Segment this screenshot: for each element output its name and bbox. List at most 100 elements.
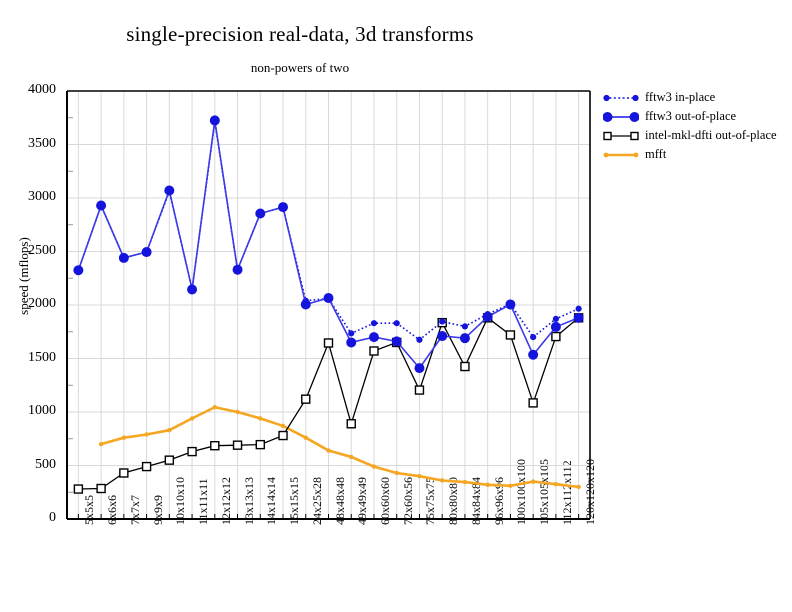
legend-item-fftw3-out-of-place[interactable]: fftw3 out-of-place (603, 107, 777, 126)
legend-label-intel-mkl-dfti: intel-mkl-dfti out-of-place (645, 128, 777, 142)
data-point (460, 361, 470, 372)
legend-item-fftw3-in-place[interactable]: fftw3 in-place (603, 88, 777, 107)
data-point (459, 333, 470, 344)
data-point (573, 312, 584, 323)
y-tick-label: 1000 (28, 403, 56, 418)
data-point (530, 479, 536, 484)
data-point (551, 331, 561, 342)
data-point (528, 398, 538, 408)
data-point (349, 454, 354, 460)
legend-item-intel-mkl-dfti-out-of-place[interactable]: intel-mkl-dfti out-of-place (603, 126, 777, 145)
data-point (346, 419, 356, 429)
data-point (235, 409, 240, 415)
chart-subtitle: non-powers of two (250, 60, 350, 75)
y-tick-label: 2000 (28, 296, 56, 311)
data-point (528, 349, 539, 360)
data-point (485, 482, 490, 487)
legend-label-fftw3-in-place: fftw3 in-place (645, 90, 716, 104)
data-point (505, 299, 516, 310)
data-point (96, 200, 107, 211)
data-point (439, 478, 445, 483)
legend-label-mfft: mfft (645, 147, 667, 161)
data-point (323, 338, 334, 348)
y-tick-label: 1500 (28, 349, 56, 365)
data-point (414, 385, 425, 395)
data-point (437, 331, 448, 342)
data-point (461, 323, 469, 330)
data-point (164, 185, 175, 196)
data-point (576, 484, 581, 490)
data-point (391, 336, 402, 347)
data-point (326, 448, 331, 453)
data-point (368, 332, 379, 343)
data-point (212, 404, 218, 410)
data-point (187, 284, 198, 295)
data-point (187, 446, 197, 457)
data-point (118, 252, 129, 263)
data-point (462, 479, 468, 485)
data-point (164, 455, 175, 465)
y-tick-label: 0 (49, 510, 56, 525)
data-point (232, 440, 243, 450)
data-point (550, 321, 561, 332)
data-point (96, 483, 106, 494)
legend-item-mfft[interactable]: mfft (603, 145, 777, 164)
data-point (255, 439, 265, 450)
data-point (255, 208, 266, 219)
data-point (482, 311, 493, 322)
data-point (301, 394, 311, 404)
y-tick-label: 500 (35, 456, 56, 472)
data-point (144, 432, 149, 437)
data-point (553, 482, 559, 487)
data-point (73, 484, 84, 494)
data-point (505, 330, 516, 340)
data-point (346, 337, 357, 348)
y-tick-label: 4000 (28, 82, 56, 97)
legend-key-fftw3-out-of-place (603, 108, 639, 126)
data-point (530, 334, 537, 341)
chart-title: single-precision real-data, 3d transform… (126, 22, 474, 46)
legend-label-fftw3-out-of-place: fftw3 out-of-place (645, 109, 737, 123)
data-point (141, 247, 152, 258)
data-point (370, 320, 378, 327)
data-point (278, 430, 288, 441)
data-point (98, 441, 104, 447)
data-point (508, 483, 513, 489)
data-point (348, 330, 355, 337)
data-point (167, 427, 172, 433)
data-point (141, 461, 152, 472)
data-point (121, 435, 127, 440)
data-point (369, 346, 379, 356)
data-point (394, 470, 399, 476)
data-point (189, 416, 195, 421)
series-line-mfft (100, 405, 579, 489)
legend-key-mfft (603, 146, 639, 164)
data-point (417, 474, 422, 479)
data-point (371, 464, 377, 469)
legend-key-intel-mkl-dfti (603, 127, 639, 145)
chart-legend: fftw3 in-place fftw3 out-of-place intel-… (603, 88, 777, 164)
data-point (439, 318, 446, 325)
data-point (414, 363, 425, 374)
data-point (119, 468, 129, 478)
data-point (575, 305, 582, 312)
y-tick-label: 3500 (28, 135, 56, 151)
data-point (278, 202, 289, 213)
data-point (416, 336, 423, 343)
data-point (73, 265, 84, 276)
data-point (300, 299, 311, 310)
data-point (393, 320, 400, 327)
data-point (280, 423, 286, 429)
data-point (552, 315, 559, 323)
data-point (323, 293, 334, 304)
data-point (232, 264, 243, 275)
legend-key-fftw3-in-place (603, 89, 639, 107)
data-point (258, 416, 263, 421)
data-point (303, 435, 308, 440)
y-tick-label: 2500 (28, 242, 56, 258)
data-point (209, 115, 220, 126)
y-tick-label: 3000 (28, 189, 56, 204)
data-point (210, 441, 220, 451)
